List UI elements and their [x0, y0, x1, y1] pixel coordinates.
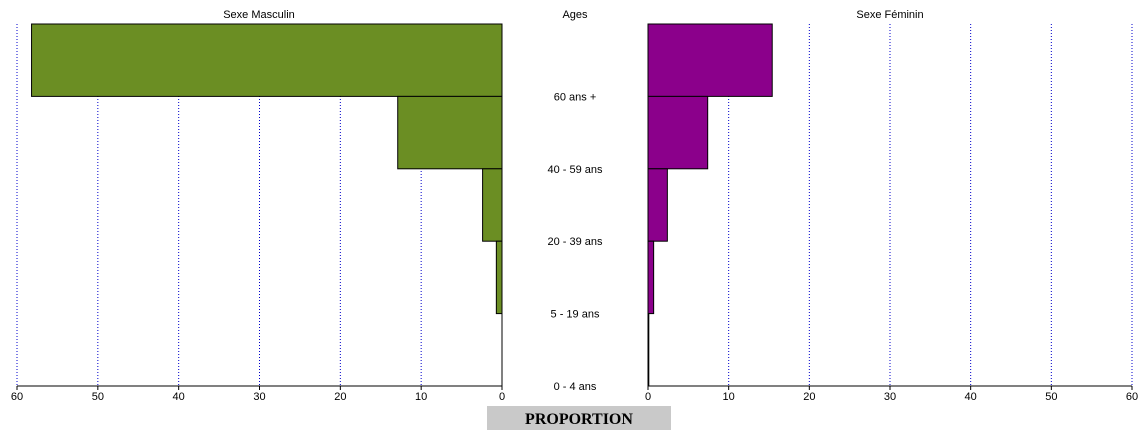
- male-tick-label: 30: [253, 391, 265, 403]
- female-panel-title: Sexe Féminin: [856, 9, 923, 21]
- male-x-axis: 0 10 20 30 40 50 60: [11, 24, 505, 403]
- ages-header: Ages: [562, 9, 588, 21]
- female-bars: [647, 23, 773, 387]
- male-bar: [495, 240, 503, 315]
- female-tick-label: 60: [1126, 391, 1138, 403]
- age-label: 0 - 4 ans: [554, 381, 597, 393]
- age-axis: Ages 60 ans + 40 - 59 ans 20 - 39 ans 5 - 1…: [547, 9, 603, 393]
- xlabel-background: [487, 406, 671, 430]
- male-tick-label: 40: [173, 391, 185, 403]
- male-tick-label: 10: [415, 391, 427, 403]
- male-panel: 0 10 20 30 40 50 60 Sexe Masculin: [11, 9, 505, 403]
- female-tick-label: 10: [723, 391, 735, 403]
- female-bar: [647, 168, 668, 242]
- female-gridlines: [728, 24, 1133, 386]
- female-tick-label: 0: [645, 391, 651, 403]
- female-bar: [647, 240, 655, 315]
- age-label: 40 - 59 ans: [547, 164, 603, 176]
- female-tick-label: 50: [1045, 391, 1057, 403]
- age-labels: 60 ans + 40 - 59 ans 20 - 39 ans 5 - 19 ans…: [547, 91, 603, 393]
- x-axis-title: PROPORTION: [525, 411, 633, 428]
- male-panel-title: Sexe Masculin: [223, 9, 295, 21]
- male-bar: [397, 95, 503, 170]
- female-tick-label: 30: [884, 391, 896, 403]
- male-tick-label: 0: [499, 391, 505, 403]
- female-tick-label: 40: [965, 391, 977, 403]
- male-tick-label: 50: [92, 391, 104, 403]
- male-bar: [31, 23, 503, 97]
- male-tick-label: 60: [11, 391, 23, 403]
- male-bar: [482, 168, 503, 242]
- female-panel: 0 10 20 30 40 50 60 Sexe Féminin: [645, 9, 1138, 403]
- female-x-axis: 0 10 20 30 40 50 60: [645, 24, 1138, 403]
- age-label: 20 - 39 ans: [547, 236, 603, 248]
- age-label: 60 ans +: [554, 91, 597, 103]
- female-bar: [647, 23, 773, 97]
- female-bar: [647, 95, 709, 170]
- female-tick-label: 20: [803, 391, 815, 403]
- male-tick-label: 20: [334, 391, 346, 403]
- age-label: 5 - 19 ans: [551, 309, 600, 321]
- male-bars: [31, 23, 503, 315]
